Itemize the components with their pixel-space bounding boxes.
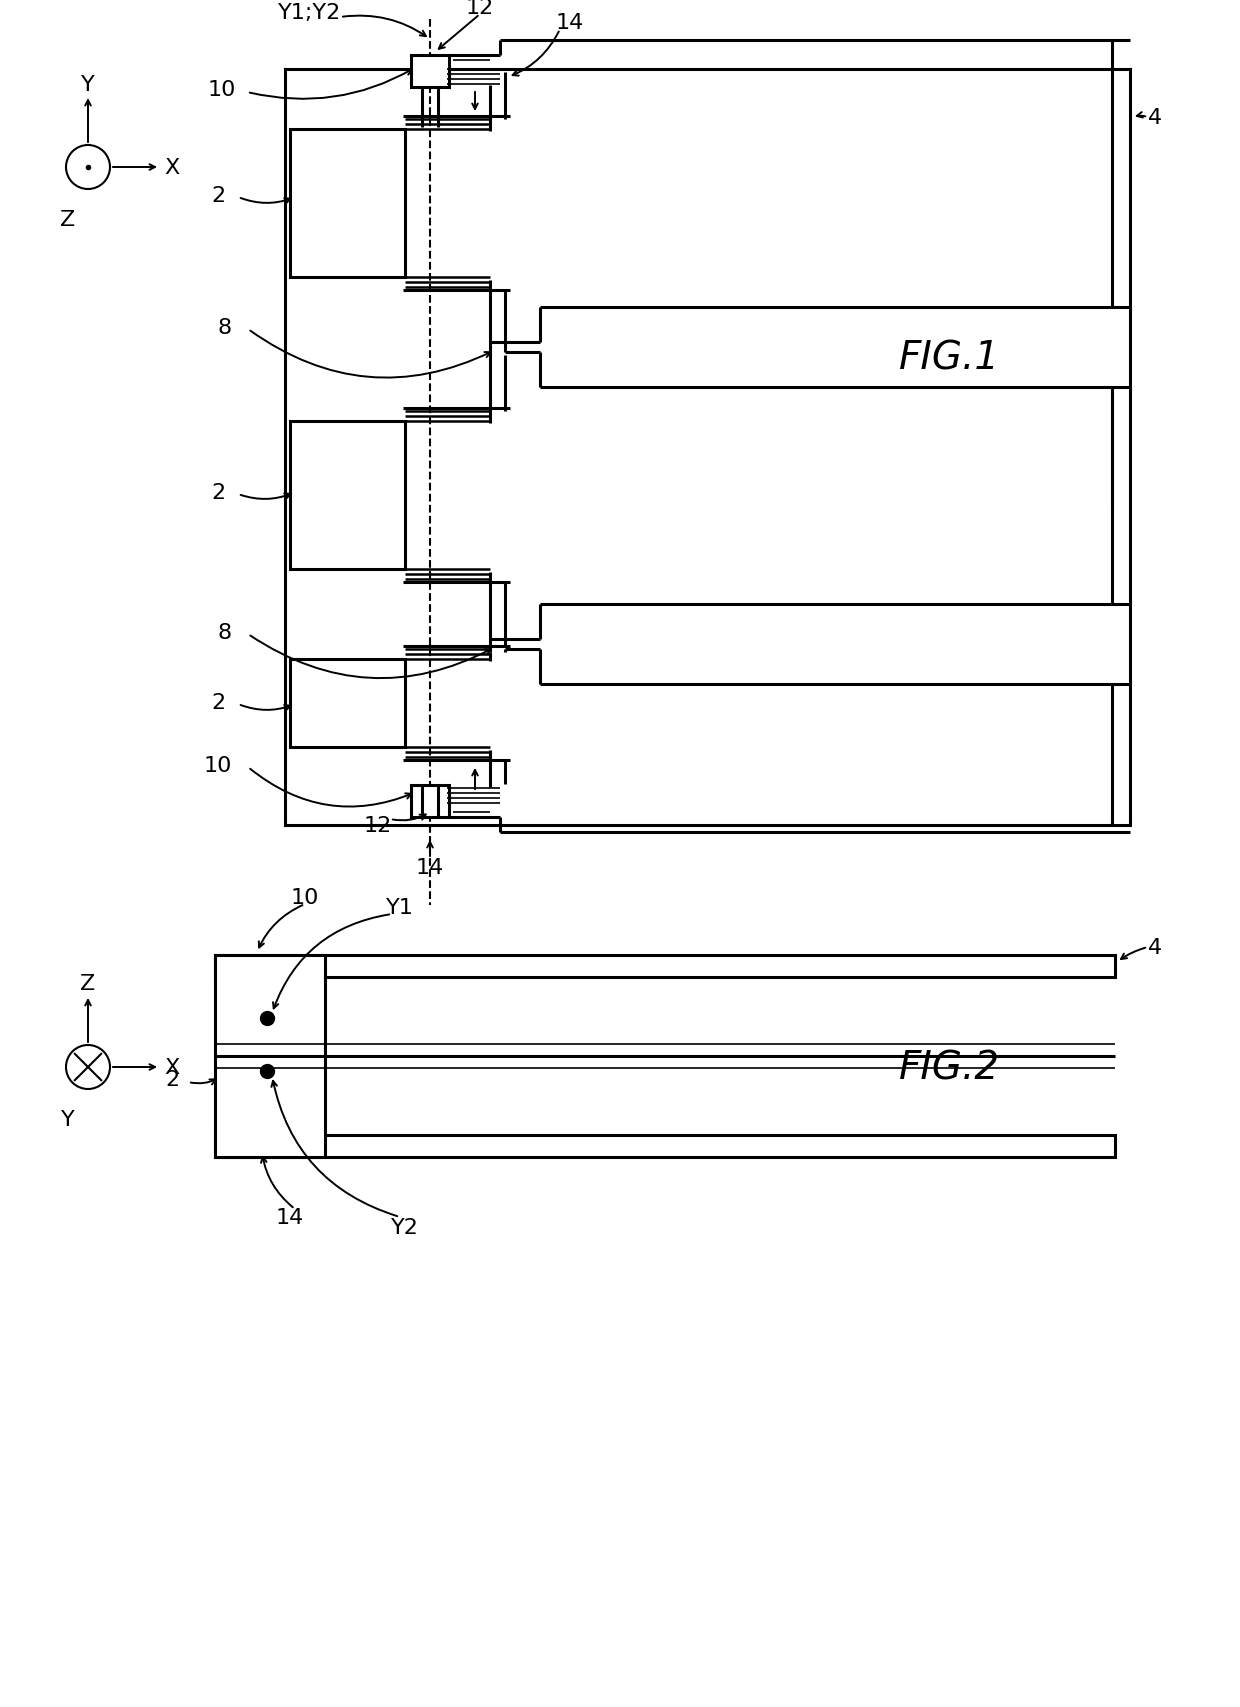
Text: 8: 8 <box>218 318 232 338</box>
Text: 14: 14 <box>556 14 584 32</box>
Bar <box>290 130 405 278</box>
Text: Z: Z <box>61 210 76 230</box>
Text: 10: 10 <box>291 888 319 908</box>
Text: 2: 2 <box>165 1069 179 1089</box>
Text: 4: 4 <box>1148 108 1162 128</box>
Text: 14: 14 <box>275 1207 304 1227</box>
Text: X: X <box>165 1057 180 1077</box>
Text: 12: 12 <box>466 0 494 19</box>
Text: Y1;Y2: Y1;Y2 <box>278 3 342 22</box>
Bar <box>215 956 325 1157</box>
Text: Y: Y <box>81 75 95 96</box>
Bar <box>285 70 1130 826</box>
Text: Y: Y <box>61 1110 74 1130</box>
Text: X: X <box>165 159 180 178</box>
Bar <box>410 56 449 89</box>
Text: Y2: Y2 <box>391 1217 419 1238</box>
Bar <box>410 785 449 818</box>
Bar <box>215 1135 1115 1157</box>
Text: 14: 14 <box>415 857 444 877</box>
Text: 10: 10 <box>203 756 232 775</box>
Text: 10: 10 <box>208 80 236 101</box>
Circle shape <box>66 1045 110 1089</box>
Text: 4: 4 <box>1148 937 1162 958</box>
Text: FIG.1: FIG.1 <box>899 338 1001 377</box>
Text: Y1: Y1 <box>386 898 414 917</box>
Bar <box>215 956 1115 978</box>
Text: 12: 12 <box>363 816 392 835</box>
Text: 2: 2 <box>211 186 226 207</box>
Bar <box>290 659 405 748</box>
Text: 2: 2 <box>211 483 226 502</box>
Circle shape <box>66 145 110 189</box>
Text: Z: Z <box>81 973 95 993</box>
Text: FIG.2: FIG.2 <box>899 1048 1001 1086</box>
Bar <box>290 422 405 570</box>
Text: 2: 2 <box>211 693 226 712</box>
Text: 8: 8 <box>218 623 232 642</box>
